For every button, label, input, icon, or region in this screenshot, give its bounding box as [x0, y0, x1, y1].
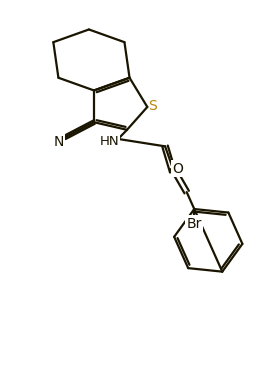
Text: HN: HN — [99, 135, 119, 148]
Text: Br: Br — [187, 217, 202, 231]
Text: S: S — [149, 99, 157, 113]
Text: O: O — [172, 162, 183, 176]
Text: N: N — [53, 135, 64, 149]
